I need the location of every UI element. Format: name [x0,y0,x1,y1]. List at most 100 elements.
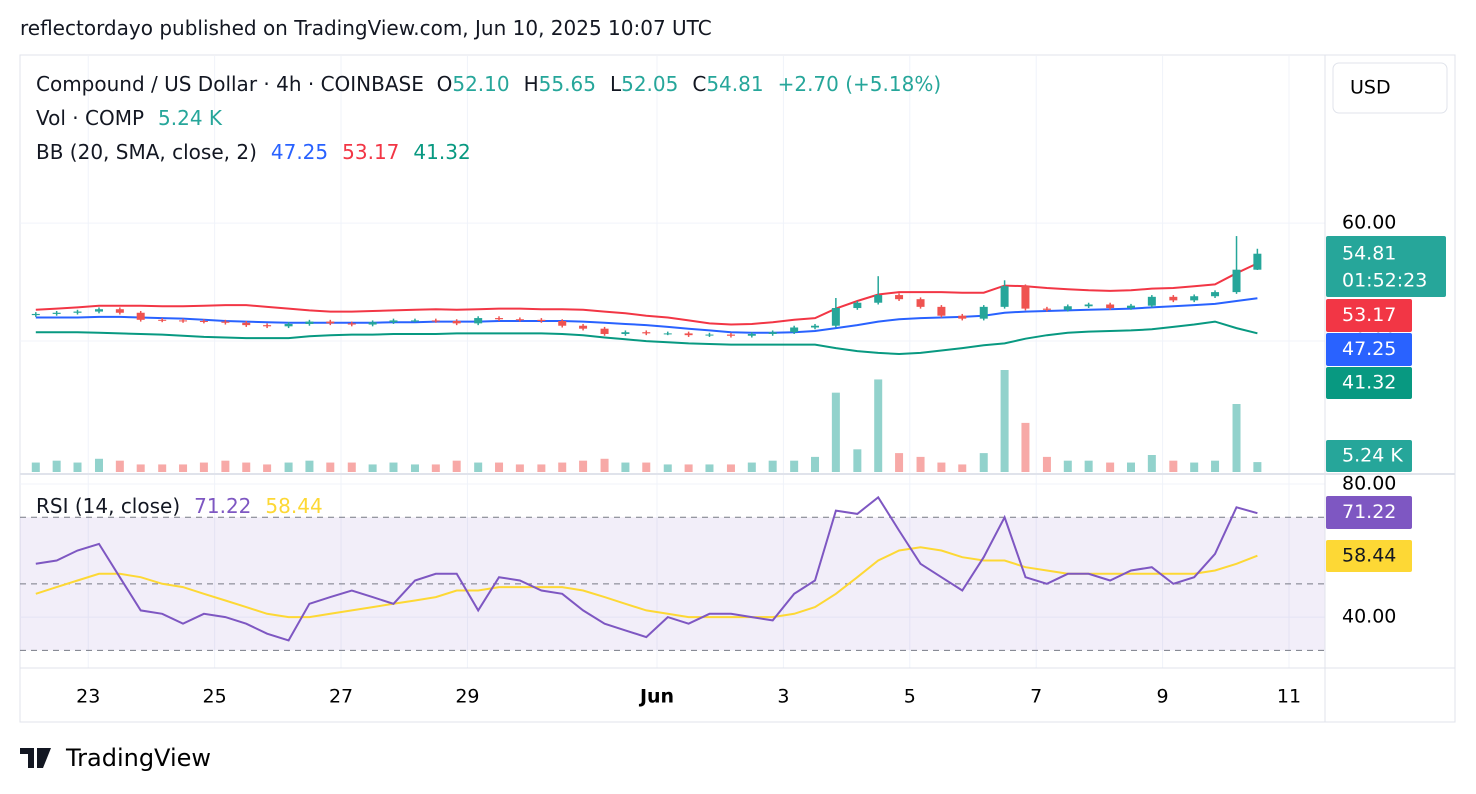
candle-body [1169,296,1178,301]
volume-bar [452,460,461,472]
volume-bar [621,462,630,472]
candle-body [1042,308,1051,310]
candle-body [221,321,230,323]
x-tick-label: 29 [455,686,479,708]
bb-lower: 41.32 [413,140,471,164]
ohlc-key: C [692,72,707,96]
volume-bar [1063,460,1072,472]
volume-bar [558,462,567,472]
bb-legend: BB (20, SMA, close, 2) 47.25 53.17 41.32 [36,140,471,164]
rsi-value: 71.22 [194,494,252,518]
volume-bar [1126,462,1135,472]
candle-body [895,295,904,300]
ohlc: O 52.10 H 55.65 L 52.05 C 54.81 [437,72,764,96]
candle-body [1126,305,1135,309]
volume-bar [537,464,546,472]
volume-bar [221,460,230,472]
candle-body [158,319,167,321]
ohlc-value: 52.05 [621,72,679,96]
candle-body [874,295,883,303]
candle-body [831,308,840,326]
candle-body [1000,286,1009,307]
volume-bar [874,379,883,472]
ohlc-key: L [609,72,622,96]
price-badge-label: 47.25 [1342,338,1396,360]
candle-body [790,327,799,333]
volume-bar [305,460,314,472]
countdown: 01:52:23 [1342,270,1427,292]
volume-bar [1232,404,1241,472]
volume-bar [937,462,946,472]
volume-bar [199,462,208,472]
rsi-name: RSI (14, close) [36,494,181,518]
candle-body [937,306,946,316]
volume-bar [368,464,377,472]
currency[interactable]: USD [1350,77,1391,99]
candle-body [747,333,756,336]
volume-bar [515,464,524,472]
price-badge [1326,299,1412,332]
bb-name: BB (20, SMA, close, 2) [36,140,257,164]
volume-bar [853,449,862,472]
volume-bar [495,462,504,472]
bb-upper [35,262,1258,326]
volume-bar [979,453,988,472]
volume-bar [895,453,904,472]
candle-body [431,320,440,322]
volume-bar [1211,460,1220,472]
candle-body [263,325,272,327]
candle-body [326,321,335,324]
x-tick-label: 23 [76,686,100,708]
volume-bar [284,462,293,472]
currency-button[interactable] [1332,62,1448,114]
candle-body [1106,304,1115,309]
candle-body [136,312,145,320]
x-tick-label: 27 [329,686,353,708]
volume-bar [663,464,672,472]
rsi-ma-value: 58.44 [265,494,323,518]
volume-bar [1147,455,1156,472]
volume-legend: Vol · COMP 5.24 K [36,106,222,130]
price-badge-label: 5.24 K [1342,445,1403,467]
price-badge-label: 41.32 [1342,372,1396,394]
price-badge-label: 58.44 [1342,545,1396,567]
candle-body [474,318,483,324]
candle-body [853,302,862,309]
volume-bar [705,464,714,472]
volume-bar [726,464,735,472]
price-badge [1326,367,1412,399]
candle-body [579,325,588,329]
candle-body [1232,269,1241,293]
volume-bar [158,464,167,472]
logo [20,748,51,768]
volume-bar [52,460,61,472]
candle-body [52,312,61,314]
volume-bar [831,392,840,472]
volume-bar [811,456,820,472]
volume-bar [136,464,145,472]
plot [20,56,1325,668]
bb-lower [35,320,1258,356]
candle-body [663,333,672,335]
volume-bar [410,464,419,472]
volume-bar [768,460,777,472]
candle-body [115,309,124,313]
volume-bar [600,458,609,472]
volume-bar [1021,422,1030,472]
symbol: Compound / US Dollar · 4h · COINBASE [36,72,424,96]
x-tick-label: 7 [1030,686,1042,708]
volume-bar [347,462,356,472]
candle-body [958,315,967,319]
candle-body [684,333,693,336]
candle-body [410,320,419,322]
candle-body [1190,296,1199,301]
rsi-ma-line [35,546,1258,619]
candle-body [305,321,314,324]
candle-body [242,322,251,326]
volume-bar [326,462,335,472]
ohlc-key: H [523,72,539,96]
price-badge [1326,540,1412,572]
candle-body [916,299,925,307]
volume-bar [242,462,251,472]
